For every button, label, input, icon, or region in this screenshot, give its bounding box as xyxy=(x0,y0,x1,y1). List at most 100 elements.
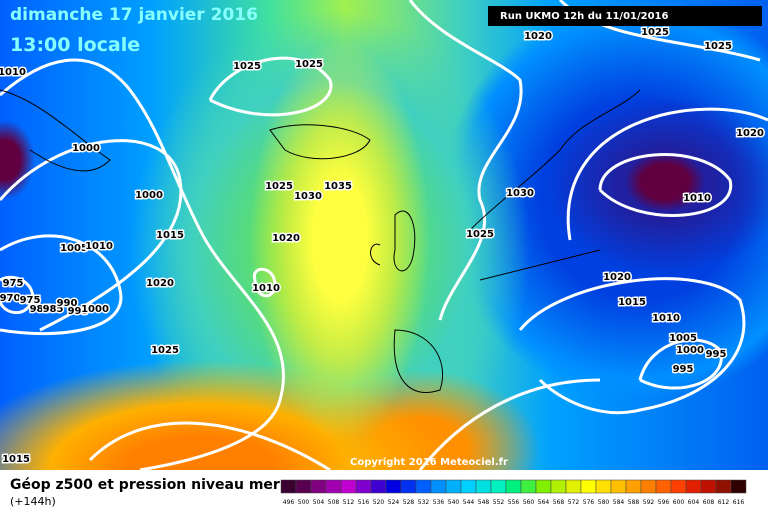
isobar-label: 1020 xyxy=(524,31,552,42)
isobar-label: 1000 xyxy=(72,143,100,154)
footer-lead: (+144h) xyxy=(10,495,56,508)
scale-label: 544 xyxy=(463,499,475,506)
scale-cell xyxy=(490,479,507,494)
isobar-label: 995 xyxy=(673,364,694,375)
isobar-label: 995 xyxy=(706,349,727,360)
scale-cell xyxy=(685,479,702,494)
isobar-label: 1015 xyxy=(156,230,184,241)
isobar-label: 970 xyxy=(0,293,20,304)
scale-cell xyxy=(670,479,687,494)
scale-cell xyxy=(580,479,597,494)
scale-label: 596 xyxy=(658,499,670,506)
isobar-label: 1025 xyxy=(466,229,494,240)
isobar-label: 975 xyxy=(3,278,24,289)
scale-label: 604 xyxy=(688,499,700,506)
scale-cell xyxy=(640,479,657,494)
scale-cell xyxy=(400,479,417,494)
scale-label: 552 xyxy=(493,499,505,506)
scale-cell xyxy=(355,479,372,494)
isobar-label: 975 xyxy=(20,295,41,306)
scale-label: 520 xyxy=(373,499,385,506)
scale-cell xyxy=(565,479,582,494)
scale-cell xyxy=(700,479,717,494)
scale-label: 500 xyxy=(298,499,310,506)
map-background xyxy=(0,0,768,470)
isobar-label: 1020 xyxy=(146,278,174,289)
scale-label: 564 xyxy=(538,499,550,506)
scale-label: 616 xyxy=(733,499,745,506)
scale-label: 580 xyxy=(598,499,610,506)
isobar-label: 1015 xyxy=(2,454,30,465)
isobar-label: 1025 xyxy=(704,41,732,52)
scale-cell xyxy=(730,479,747,494)
isobar-label: 1010 xyxy=(683,193,711,204)
scale-label: 516 xyxy=(358,499,370,506)
time-label: 13:00 locale xyxy=(10,34,140,56)
isobar-label: 1025 xyxy=(641,27,669,38)
scale-cell xyxy=(385,479,402,494)
scale-label: 540 xyxy=(448,499,460,506)
scale-cell xyxy=(430,479,447,494)
scale-cell xyxy=(655,479,672,494)
isobar-label: 990 xyxy=(57,298,78,309)
date-label: dimanche 17 janvier 2016 xyxy=(10,5,258,25)
isobar-label: 1015 xyxy=(618,297,646,308)
scale-label: 504 xyxy=(313,499,325,506)
scale-cell xyxy=(610,479,627,494)
scale-cell xyxy=(460,479,477,494)
scale-label: 548 xyxy=(478,499,490,506)
scale-label: 524 xyxy=(388,499,400,506)
isobars xyxy=(0,0,768,470)
isobar-label: 1020 xyxy=(736,128,764,139)
isobar-label: 995 xyxy=(68,306,89,317)
isobar-label: 1020 xyxy=(603,272,631,283)
isobar-label: 1010 xyxy=(85,241,113,252)
scale-label: 568 xyxy=(553,499,565,506)
scale-cell xyxy=(520,479,537,494)
isobar-label: 985 xyxy=(43,304,64,315)
scale-cell xyxy=(550,479,567,494)
isobar-label: 1020 xyxy=(272,233,300,244)
isobar-label: 1000 xyxy=(81,304,109,315)
scale-cell xyxy=(505,479,522,494)
isobar-label: 1010 xyxy=(252,283,280,294)
scale-cell xyxy=(310,479,327,494)
isobar-label: 1025 xyxy=(233,61,261,72)
scale-label: 528 xyxy=(403,499,415,506)
scale-label: 560 xyxy=(523,499,535,506)
isobar-label: 1000 xyxy=(676,345,704,356)
scale-cell xyxy=(280,479,297,494)
scale-cell xyxy=(445,479,462,494)
scale-label: 572 xyxy=(568,499,580,506)
scale-label: 588 xyxy=(628,499,640,506)
scale-cell xyxy=(415,479,432,494)
run-box xyxy=(488,6,762,26)
scale-label: 536 xyxy=(433,499,445,506)
scale-label: 600 xyxy=(673,499,685,506)
isobar-label: 1010 xyxy=(0,67,26,78)
isobar-label: 1000 xyxy=(135,190,163,201)
scale-cell xyxy=(370,479,387,494)
isobar-label: 1025 xyxy=(151,345,179,356)
scale-label: 556 xyxy=(508,499,520,506)
isobar-label: 1035 xyxy=(324,181,352,192)
isobar-label: 1010 xyxy=(652,313,680,324)
isobar-labels: 1010 1025 1025 1020 1025 1025 1020 1000 1000 1025… xyxy=(0,26,765,467)
isobar-label: 1025 xyxy=(295,59,323,70)
scale-cell xyxy=(295,479,312,494)
isobar-label: 1005 xyxy=(669,333,697,344)
scale-label: 608 xyxy=(703,499,715,506)
scale-cell xyxy=(340,479,357,494)
scale-label: 532 xyxy=(418,499,430,506)
scale-cell xyxy=(625,479,642,494)
isobar-label: 985 xyxy=(30,304,51,315)
scale-cell xyxy=(715,479,732,494)
scale-label: 592 xyxy=(643,499,655,506)
scale-label: 576 xyxy=(583,499,595,506)
isobar-label: 1030 xyxy=(294,191,322,202)
scale-cell xyxy=(595,479,612,494)
scale-label: 584 xyxy=(613,499,625,506)
scale-cell xyxy=(325,479,342,494)
